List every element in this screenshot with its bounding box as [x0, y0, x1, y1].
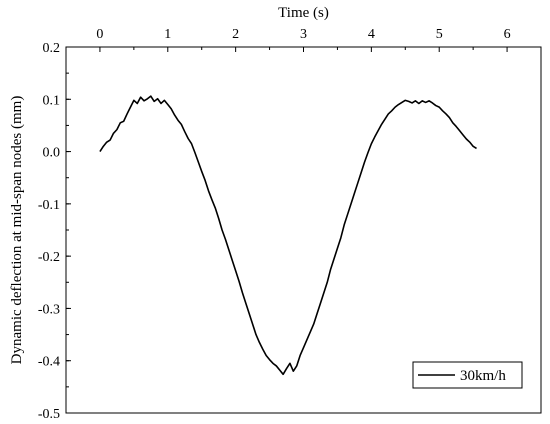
x-axis-title: Time (s): [278, 5, 329, 21]
series-layer: [99, 95, 477, 376]
legend-label: 30km/h: [460, 368, 506, 384]
legend: 30km/h: [412, 361, 523, 389]
y-tick-label: -0.4: [38, 355, 60, 370]
x-tick-label: 3: [300, 27, 307, 42]
y-tick-label: -0.2: [38, 250, 60, 265]
series-line-0: [99, 95, 477, 376]
y-tick-label: 0.2: [43, 41, 61, 56]
y-tick-label: 0.1: [43, 93, 61, 108]
y-axis: 0.2 0.1 0.0 -0.1 -0.2 -0.3 -0.4 -0.5: [38, 41, 71, 422]
y-tick-label: -0.3: [38, 302, 60, 317]
y-axis-title: Dynamic deflection at mid-span nodes (mm…: [9, 96, 25, 365]
x-tick-label: 2: [232, 27, 239, 42]
y-tick-label: 0.0: [43, 146, 61, 161]
x-tick-label: 0: [96, 27, 103, 42]
x-tick-label: 6: [504, 27, 511, 42]
x-tick-label: 1: [164, 27, 171, 42]
x-tick-label: 4: [368, 27, 375, 42]
y-tick-label: -0.1: [38, 198, 60, 213]
x-tick-label: 5: [436, 27, 443, 42]
y-tick-label: -0.5: [38, 407, 60, 422]
x-axis: 0 1 2 3 4 5 6: [65, 27, 542, 52]
